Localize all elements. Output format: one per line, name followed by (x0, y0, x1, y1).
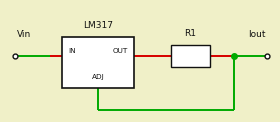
Text: OUT: OUT (113, 48, 128, 54)
Text: LM317: LM317 (83, 21, 113, 30)
Text: Vin: Vin (17, 30, 31, 39)
Bar (62, 37, 134, 88)
Text: Iout: Iout (249, 30, 266, 39)
Text: ADJ: ADJ (92, 74, 104, 80)
Text: IN: IN (68, 48, 75, 54)
Text: R1: R1 (185, 29, 196, 38)
Bar (171, 45, 210, 67)
